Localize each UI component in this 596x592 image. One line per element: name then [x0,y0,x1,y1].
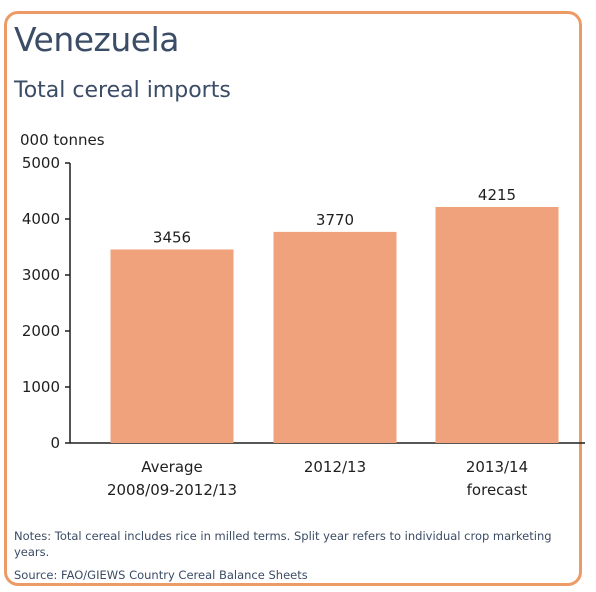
y-axis-unit-label: 000 tonnes [20,131,105,149]
x-tick-label: 2012/13 [304,458,366,476]
x-tick-label: 2013/14 [466,458,528,476]
x-tick-label: Average [141,458,203,476]
x-tick-label: 2008/09-2012/13 [107,481,237,499]
y-tick-label: 2000 [22,322,60,340]
bar [273,231,397,443]
chart-notes: Notes: Total cereal includes rice in mil… [14,529,552,559]
chart-source: Source: FAO/GIEWS Country Cereal Balance… [14,568,308,582]
bar-chart: 000 tonnes 0 1000 2000 3000 4000 5000 3456 377… [20,131,585,499]
y-tick-label: 1000 [22,378,60,396]
x-tick-label: forecast [467,481,528,499]
y-tick-label: 5000 [22,154,60,172]
bar-value-label: 3456 [153,228,191,246]
y-tick-label: 4000 [22,210,60,228]
chart-subtitle: Total cereal imports [14,78,231,103]
y-tick-label: 3000 [22,266,60,284]
y-tick-label: 0 [50,434,60,452]
bar-value-label: 3770 [316,211,354,229]
bar-value-label: 4215 [478,186,516,204]
bar [110,249,234,443]
bar [435,206,559,443]
chart-title: Venezuela [14,20,179,59]
